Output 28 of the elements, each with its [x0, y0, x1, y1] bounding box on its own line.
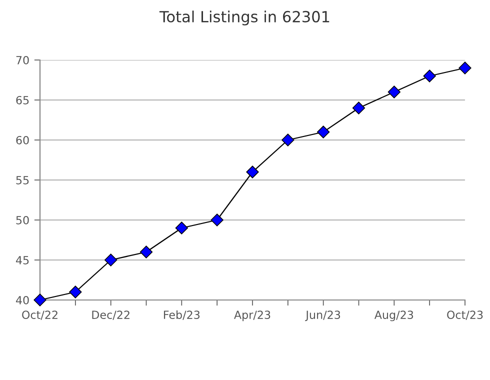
- point: [282, 134, 294, 146]
- point: [317, 126, 330, 138]
- x-tick-label: Jun/23: [305, 310, 340, 322]
- y-tick-label: 65: [16, 96, 29, 104]
- point: [210, 214, 224, 226]
- x-tick-label: Dec/22: [92, 310, 130, 320]
- point: [104, 254, 118, 266]
- point: [388, 86, 400, 98]
- point: [246, 166, 259, 178]
- x-tick-label: Aug/23: [374, 310, 414, 322]
- x-tick-label: Oct/23: [447, 310, 483, 320]
- point: [423, 70, 436, 82]
- y-tick-label: 45: [16, 256, 29, 264]
- point: [175, 222, 188, 234]
- point: [352, 102, 366, 114]
- point: [69, 286, 82, 298]
- y-tick-label: 50: [16, 216, 29, 224]
- point: [458, 62, 472, 74]
- chart-title: Total Listings in 62301: [159, 10, 330, 26]
- point: [34, 294, 46, 306]
- y-tick-label: 55: [16, 176, 29, 184]
- point: [140, 246, 153, 258]
- x-tick-label: Feb/23: [164, 310, 200, 320]
- x-tick-label: Oct/22: [22, 310, 58, 320]
- y-tick-label: 40: [16, 296, 29, 304]
- y-tick-label: 70: [16, 56, 29, 64]
- y-tick-label: 60: [16, 136, 29, 144]
- x-tick-label: Apr/23: [234, 310, 270, 322]
